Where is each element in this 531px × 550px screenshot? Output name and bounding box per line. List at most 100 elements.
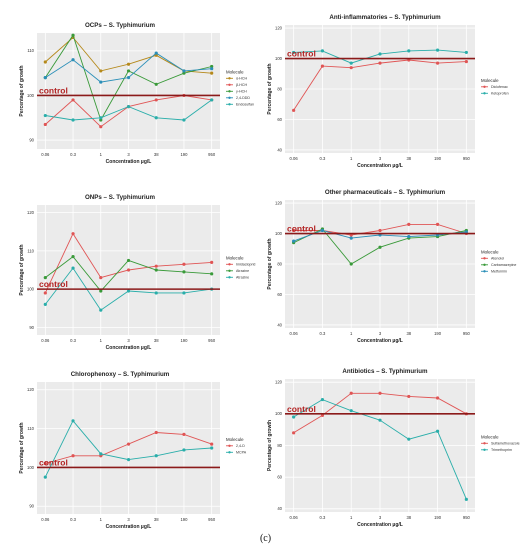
data-point <box>182 432 186 437</box>
data-point <box>378 228 382 233</box>
y-axis-label: Percentage of growth <box>267 238 273 289</box>
data-point <box>292 239 296 243</box>
x-tick-label: 0.06 <box>41 517 50 522</box>
data-point <box>126 289 131 293</box>
legend-entry: Sulfamethoxazole <box>491 442 520 446</box>
data-point <box>154 268 158 272</box>
legend-title: Molecule <box>481 78 499 83</box>
y-axis-label: Percentage of growth <box>19 244 25 295</box>
y-tick-label: 80 <box>277 261 282 266</box>
legend-swatch-dot <box>483 257 486 260</box>
x-tick-label: 0.06 <box>290 331 299 336</box>
data-point <box>182 270 186 274</box>
x-tick-label: 0.3 <box>320 515 326 520</box>
control-label: control <box>287 224 316 234</box>
figure-caption: (c) <box>259 533 272 544</box>
x-tick-label: 0.3 <box>70 338 76 343</box>
x-tick-label: 190 <box>434 331 442 336</box>
chart-title: Antibiotics – S. Typhimurium <box>342 368 428 375</box>
x-tick-label: 38 <box>406 331 411 336</box>
legend-entry: β-HCH <box>236 83 247 87</box>
y-tick-label: 110 <box>27 48 34 53</box>
x-tick-label: 0.06 <box>290 515 299 520</box>
data-point <box>210 64 214 69</box>
x-axis-label: Concentration µg/L <box>357 522 403 528</box>
chart-panel-3: ONPs – S. Typhimurium 90 100 110 120 0.06 0.3 1… <box>19 194 255 351</box>
y-tick-label: 60 <box>277 475 282 480</box>
x-axis-label: Concentration µg/L <box>106 159 152 165</box>
data-point <box>435 396 440 400</box>
x-tick-label: 38 <box>154 338 159 343</box>
legend-swatch-dot <box>228 276 231 279</box>
data-point <box>154 116 158 120</box>
data-point <box>154 291 158 295</box>
data-point <box>182 291 186 295</box>
data-point <box>43 60 47 64</box>
control-label: control <box>287 49 316 59</box>
data-point <box>182 118 186 122</box>
y-tick-label: 40 <box>277 147 282 152</box>
y-tick-label: 110 <box>27 426 34 431</box>
data-point <box>292 228 296 233</box>
data-point <box>292 431 296 435</box>
legend-entry: 2,4-DDD <box>236 96 250 100</box>
legend-swatch-dot <box>228 96 231 100</box>
legend-entry: Carbamazepine <box>491 263 516 267</box>
y-axis-label: Percentage of growth <box>19 422 25 473</box>
y-tick-label: 120 <box>27 387 35 392</box>
data-point <box>292 108 296 112</box>
y-tick-label: 80 <box>277 443 282 448</box>
data-point <box>99 308 103 312</box>
x-tick-label: 3 <box>379 331 382 336</box>
legend-entry: Metformin <box>491 270 507 274</box>
x-tick-label: 38 <box>154 517 159 522</box>
x-tick-label: 0.06 <box>290 156 299 161</box>
legend-swatch-dot <box>228 103 231 106</box>
data-point <box>43 122 47 127</box>
legend-swatch-dot <box>228 77 231 80</box>
legend-entry: Endosulfan <box>236 103 254 107</box>
data-point <box>126 105 131 109</box>
data-point <box>71 58 75 62</box>
y-tick-label: 120 <box>27 210 35 215</box>
data-point <box>43 302 47 307</box>
data-point <box>378 418 382 422</box>
legend-entry: 2,4-D <box>236 444 245 448</box>
y-tick-label: 40 <box>277 322 282 327</box>
x-tick-label: 1 <box>100 338 103 343</box>
y-tick-label: 120 <box>275 380 283 385</box>
data-point <box>349 66 353 70</box>
control-label: control <box>287 404 316 414</box>
x-tick-label: 0.3 <box>70 152 76 157</box>
chart-title: Other pharmaceuticals – S. Typhimurium <box>325 189 446 196</box>
y-tick-label: 90 <box>29 137 34 142</box>
legend-entry: α-HCH <box>236 77 247 81</box>
legend-swatch-dot <box>483 442 486 445</box>
legend-title: Molecule <box>226 437 244 442</box>
x-tick-label: 3 <box>127 517 130 522</box>
data-point <box>71 33 75 37</box>
chart-panel-2: Anti-inflammatories – S. Typhimurium 40 60… <box>267 14 509 169</box>
y-tick-label: 80 <box>277 86 282 91</box>
legend-swatch-dot <box>483 448 486 451</box>
data-point <box>43 113 47 118</box>
y-tick-label: 120 <box>275 25 283 30</box>
x-tick-label: 190 <box>180 517 188 522</box>
x-axis-label: Concentration µg/L <box>357 163 403 169</box>
data-point <box>210 71 214 75</box>
data-point <box>210 67 214 71</box>
data-point <box>210 446 214 450</box>
legend-entry: γ-HCH <box>236 90 247 94</box>
legend-title: Molecule <box>226 70 244 75</box>
y-tick-label: 100 <box>275 411 283 416</box>
data-point <box>154 454 158 458</box>
data-point <box>407 234 411 239</box>
chart-title: Anti-inflammatories – S. Typhimurium <box>329 14 441 21</box>
x-axis-label: Concentration µg/L <box>357 338 403 344</box>
data-point <box>378 245 382 249</box>
x-tick-label: 950 <box>208 338 216 343</box>
x-tick-label: 190 <box>434 156 442 161</box>
data-point <box>71 118 75 122</box>
data-point <box>126 442 131 446</box>
data-point <box>320 49 325 53</box>
